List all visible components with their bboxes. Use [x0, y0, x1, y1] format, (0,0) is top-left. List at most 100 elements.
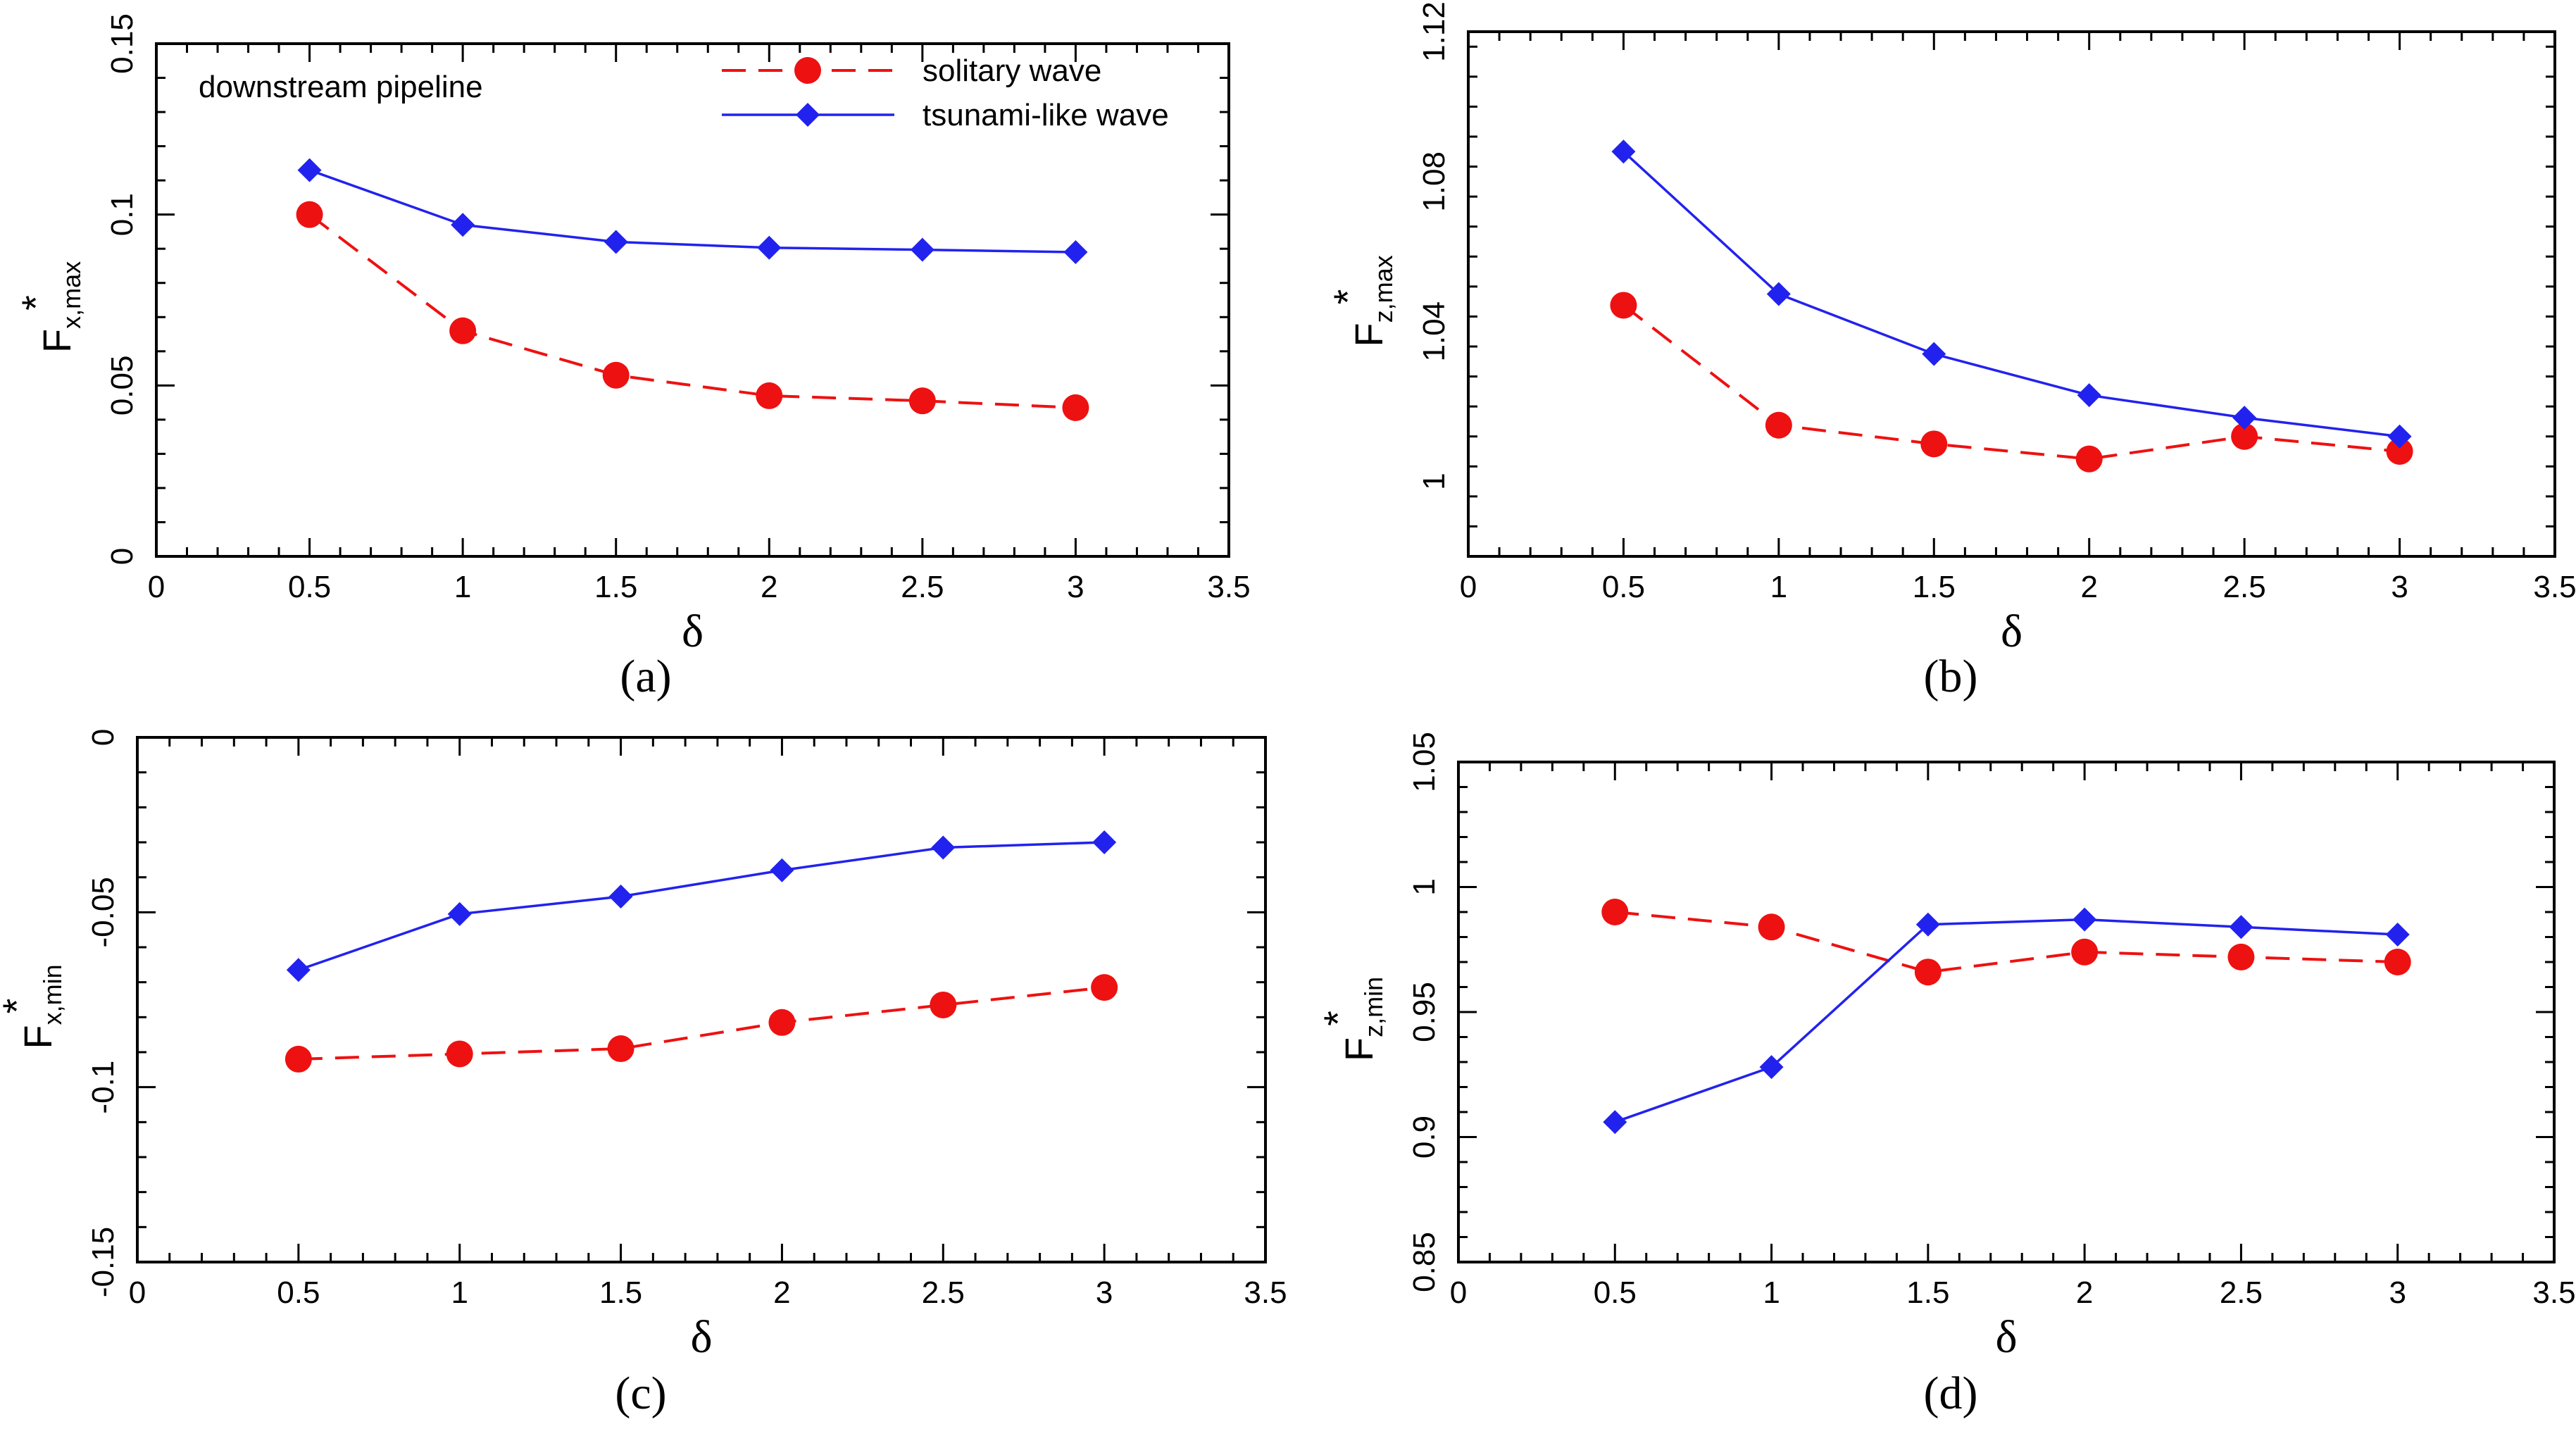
y-tick-label: -0.1 — [86, 1061, 120, 1114]
y-tick-label: 1.04 — [1417, 301, 1451, 362]
marker-solitary-wave — [1091, 974, 1118, 1001]
y-axis-label-superscript: * — [1325, 289, 1370, 305]
marker-tsunami-like-wave — [2385, 922, 2410, 947]
y-tick-label: 1 — [1417, 473, 1451, 489]
marker-solitary-wave — [2386, 438, 2413, 465]
marker-solitary-wave — [2231, 423, 2258, 450]
marker-tsunami-like-wave — [770, 858, 794, 882]
x-tick-label: 2 — [2080, 570, 2097, 604]
chart-panel-a: 0 0.5 1 1.5 2 2.5 3 3.5 0 0.05 0.1 0.15 δ Fx,max* (a) d… — [13, 13, 1251, 702]
y-axis-label-superscript: * — [13, 295, 58, 311]
y-tick-label: 0.95 — [1407, 982, 1442, 1042]
x-tick-label: 2.5 — [2220, 1275, 2263, 1310]
annotation-downstream-pipeline: downstream pipeline — [199, 70, 483, 104]
y-tick-label: 0.05 — [105, 356, 139, 416]
y-axis-label-subscript: x,min — [38, 964, 67, 1025]
y-tick-label: 0.85 — [1407, 1232, 1442, 1292]
x-tick-label: 0.5 — [277, 1275, 320, 1310]
x-tick-label: 0.5 — [1594, 1275, 1637, 1310]
marker-solitary-wave — [2227, 943, 2255, 970]
chart-panel-c: 0 0.5 1 1.5 2 2.5 3 3.5 -0.15 -0.1 -0.05 0 δ Fx,min* (… — [0, 729, 1287, 1419]
marker-tsunami-like-wave — [604, 230, 628, 254]
marker-tsunami-like-wave — [2232, 406, 2257, 430]
y-axis-label-main: F — [1346, 323, 1391, 346]
series-line-solitary — [1622, 304, 2400, 461]
marker-tsunami-like-wave — [1092, 830, 1117, 854]
y-tick-label: 0.1 — [105, 193, 139, 236]
x-tick-label: 2 — [2076, 1275, 2093, 1310]
marker-solitary-wave — [1062, 394, 1089, 421]
x-tick-label: 2 — [761, 570, 777, 604]
marker-solitary-wave — [1758, 913, 1785, 941]
series-line-tsunami — [308, 168, 1076, 254]
marker-solitary-wave — [2075, 445, 2103, 473]
marker-solitary-wave — [2071, 938, 2099, 966]
marker-tsunami-like-wave — [451, 213, 475, 237]
series-line-tsunami — [298, 841, 1105, 971]
marker-tsunami-like-wave — [1915, 912, 1940, 937]
marker-solitary-wave — [768, 1009, 796, 1036]
y-tick-label: 1.12 — [1417, 1, 1451, 62]
y-tick-label: 1.08 — [1417, 151, 1451, 212]
plot-frame — [1457, 761, 2556, 1263]
series-line-tsunami — [1614, 918, 2398, 1123]
y-axis-label-subscript: z,min — [1359, 977, 1388, 1037]
panel-label: (c) — [615, 1368, 666, 1419]
y-axis-label: Fx,min* — [0, 964, 67, 1049]
x-tick-label: 0 — [1460, 570, 1477, 604]
x-tick-label: 1.5 — [599, 1275, 642, 1310]
marker-solitary-wave — [2384, 949, 2411, 975]
marker-solitary-wave — [607, 1035, 634, 1063]
marker-solitary-wave — [1610, 292, 1637, 319]
marker-tsunami-like-wave — [2077, 383, 2101, 408]
y-tick-label: -0.15 — [86, 1227, 120, 1297]
y-axis-label-main: F — [35, 329, 79, 353]
x-tick-label: 0 — [148, 570, 165, 604]
y-tick-label: 0 — [86, 729, 120, 746]
x-tick-label: 2.5 — [2223, 570, 2266, 604]
marker-solitary-wave — [449, 317, 477, 344]
y-axis-label: Fz,max* — [1325, 255, 1398, 346]
x-tick-label: 1 — [454, 570, 471, 604]
y-axis-label: Fx,max* — [13, 261, 86, 353]
x-tick-label: 3 — [2391, 570, 2408, 604]
x-tick-label: 3 — [1096, 1275, 1113, 1310]
x-tick-label: 2.5 — [901, 570, 944, 604]
marker-tsunami-like-wave — [1603, 1110, 1627, 1135]
marker-solitary-wave — [1920, 430, 1948, 458]
marker-tsunami-like-wave — [1766, 282, 1791, 306]
legend: solitary wave tsunami-like wave — [722, 54, 1169, 132]
chart-panel-b: 0 0.5 1 1.5 2 2.5 3 3.5 1 1.04 1.08 1.12 δ Fz,max* (b) — [1325, 1, 2576, 702]
marker-solitary-wave — [285, 1045, 312, 1073]
marker-solitary-wave — [756, 382, 783, 409]
y-tick-label: -0.05 — [86, 877, 120, 947]
marker-tsunami-like-wave — [1611, 139, 1636, 164]
marker-tsunami-like-wave — [1063, 240, 1088, 265]
x-tick-label: 3.5 — [1207, 570, 1250, 604]
y-axis-label-subscript: x,max — [57, 261, 86, 329]
y-axis-label-main: F — [1337, 1037, 1381, 1061]
series-line-solitary — [308, 213, 1076, 409]
marker-solitary-wave — [296, 201, 323, 228]
x-tick-label: 0 — [129, 1275, 146, 1310]
x-tick-label: 1 — [1763, 1275, 1780, 1310]
y-tick-label: 0 — [105, 548, 139, 565]
marker-tsunami-like-wave — [1922, 342, 1946, 366]
y-axis-label-main: F — [15, 1025, 60, 1049]
marker-tsunami-like-wave — [1759, 1055, 1784, 1080]
panel-label: (b) — [1924, 651, 1978, 702]
marker-tsunami-like-wave — [2387, 424, 2412, 449]
x-axis-label: δ — [2001, 606, 2022, 657]
x-tick-label: 3.5 — [2533, 570, 2576, 604]
plot-frame — [1467, 30, 2556, 558]
marker-solitary-wave — [1765, 411, 1792, 439]
plot-frame — [136, 736, 1267, 1263]
x-tick-label: 0.5 — [1602, 570, 1645, 604]
x-tick-label: 3.5 — [2532, 1275, 2575, 1310]
x-tick-label: 3 — [2389, 1275, 2406, 1310]
x-tick-label: 1 — [1770, 570, 1787, 604]
series-line-tsunami — [1622, 150, 2400, 438]
marker-tsunami-like-wave — [286, 958, 311, 982]
x-tick-label: 0.5 — [288, 570, 331, 604]
